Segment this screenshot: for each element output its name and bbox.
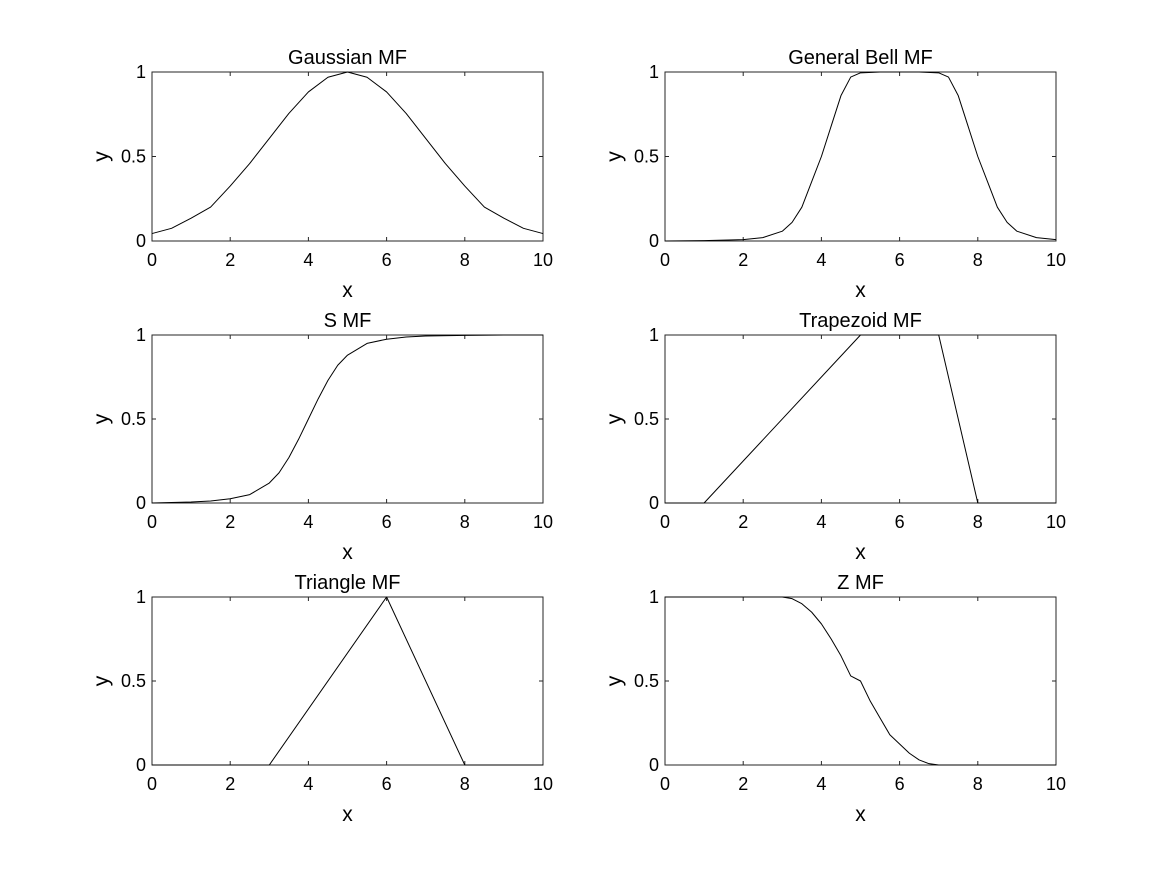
subplot-title: Gaussian MF: [288, 47, 407, 69]
x-tick-label: 10: [533, 512, 553, 532]
x-tick-label: 10: [533, 250, 553, 270]
x-tick-label: 0: [660, 512, 670, 532]
x-tick-label: 10: [1046, 774, 1066, 794]
series-line: [665, 334, 1056, 504]
y-axis-label: y: [603, 675, 626, 686]
x-tick-label: 8: [460, 512, 470, 532]
y-axis-label: y: [603, 413, 626, 424]
y-tick-label: 0: [136, 493, 146, 513]
x-axis-label: x: [855, 279, 866, 302]
x-tick-label: 4: [816, 250, 826, 270]
y-tick-label: 0.5: [634, 671, 659, 691]
subplot-trapezoid-mf: 0 2 4 6 8 10 0 0.5 1 x y Trapezoid MF: [603, 310, 1066, 564]
x-tick-label: 8: [460, 774, 470, 794]
x-tick-label: 0: [660, 774, 670, 794]
y-tick-label: 1: [136, 325, 146, 345]
x-tick-label: 6: [895, 250, 905, 270]
x-axis-label: x: [342, 803, 353, 826]
x-tick-label: 0: [147, 774, 157, 794]
y-tick-label: 0: [649, 231, 659, 251]
x-tick-label: 2: [738, 774, 748, 794]
x-tick-label: 4: [303, 250, 313, 270]
y-tick-label: 1: [649, 587, 659, 607]
subplot-title: S MF: [324, 310, 372, 332]
subplot-gaussian-mf: 0 2 4 6 8 10 0 0.5 1 x y Gaussian MF: [90, 47, 553, 302]
x-tick-label: 8: [973, 774, 983, 794]
x-tick-label: 4: [816, 774, 826, 794]
subplot-title: Z MF: [837, 572, 884, 594]
x-tick-label: 8: [973, 512, 983, 532]
x-tick-label: 6: [895, 512, 905, 532]
y-tick-label: 0: [136, 755, 146, 775]
y-tick-label: 1: [136, 62, 146, 82]
y-tick-label: 0: [649, 755, 659, 775]
series-line: [664, 71, 1057, 242]
y-tick-label: 0.5: [634, 409, 659, 429]
axes-frame: [664, 334, 1057, 504]
subplot-z-mf: 0 2 4 6 8 10 0 0.5 1 x y Z MF: [603, 572, 1066, 826]
x-tick-label: 4: [303, 512, 313, 532]
y-tick-label: 1: [649, 62, 659, 82]
y-tick-label: 0.5: [121, 409, 146, 429]
axes-frame: [664, 71, 1057, 242]
series-line: [151, 71, 544, 235]
y-axis-label: y: [90, 675, 113, 686]
x-tick-label: 6: [382, 250, 392, 270]
subplot-title: Triangle MF: [295, 572, 401, 594]
x-tick-label: 6: [382, 774, 392, 794]
x-tick-label: 0: [147, 512, 157, 532]
x-axis-label: x: [342, 279, 353, 302]
x-tick-label: 6: [895, 774, 905, 794]
subplot-s-mf: 0 2 4 6 8 10 0 0.5 1 x y S MF: [90, 310, 553, 564]
x-tick-label: 2: [225, 250, 235, 270]
x-tick-label: 6: [382, 512, 392, 532]
x-axis-label: x: [855, 803, 866, 826]
x-tick-label: 4: [303, 774, 313, 794]
series-line: [665, 596, 1056, 766]
y-tick-label: 1: [649, 325, 659, 345]
y-axis-label: y: [603, 151, 626, 162]
y-tick-label: 1: [136, 587, 146, 607]
x-tick-label: 0: [147, 250, 157, 270]
y-axis-label: y: [90, 151, 113, 162]
axes-frame: [151, 71, 544, 242]
x-tick-label: 10: [1046, 512, 1066, 532]
x-axis-label: x: [855, 541, 866, 564]
series-line: [152, 596, 543, 766]
x-tick-label: 2: [225, 774, 235, 794]
y-axis-label: y: [90, 413, 113, 424]
x-tick-label: 10: [533, 774, 553, 794]
x-tick-label: 8: [973, 250, 983, 270]
subplot-title: General Bell MF: [788, 47, 933, 69]
x-tick-label: 10: [1046, 250, 1066, 270]
x-tick-label: 2: [738, 250, 748, 270]
axes-frame: [151, 596, 544, 766]
y-tick-label: 0.5: [634, 147, 659, 167]
x-tick-label: 2: [738, 512, 748, 532]
subplot-triangle-mf: 0 2 4 6 8 10 0 0.5 1 x y Triangle MF: [90, 572, 553, 826]
x-tick-label: 8: [460, 250, 470, 270]
x-tick-label: 0: [660, 250, 670, 270]
x-tick-label: 4: [816, 512, 826, 532]
subplot-general-bell-mf: 0 2 4 6 8 10 0 0.5 1 x y General Bell MF: [603, 47, 1066, 302]
y-tick-label: 0: [649, 493, 659, 513]
x-tick-label: 2: [225, 512, 235, 532]
axes-frame: [151, 334, 544, 504]
subplot-title: Trapezoid MF: [799, 310, 922, 332]
y-tick-label: 0.5: [121, 671, 146, 691]
y-tick-label: 0.5: [121, 147, 146, 167]
y-tick-label: 0: [136, 231, 146, 251]
x-axis-label: x: [342, 541, 353, 564]
series-line: [151, 334, 543, 504]
